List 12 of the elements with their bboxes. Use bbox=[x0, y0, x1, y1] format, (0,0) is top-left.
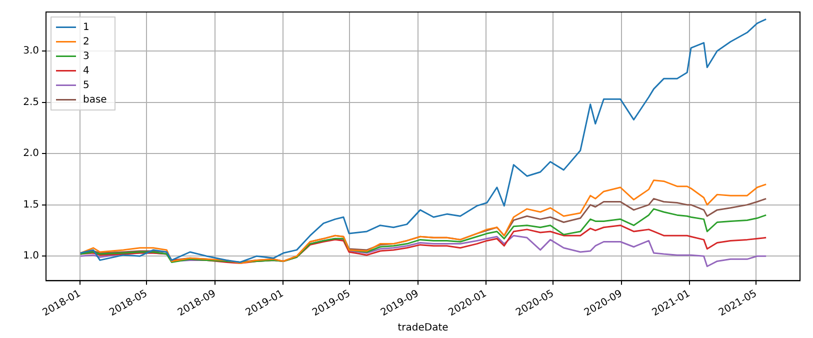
legend-label: base bbox=[83, 94, 107, 106]
legend-label: 3 bbox=[83, 50, 90, 62]
x-axis-title: tradeDate bbox=[398, 322, 448, 334]
legend-label: 2 bbox=[83, 36, 90, 48]
legend-label: 4 bbox=[83, 65, 90, 76]
legend-label: 1 bbox=[83, 22, 90, 33]
y-tick-label: 2.5 bbox=[23, 96, 39, 108]
y-tick-label: 1.5 bbox=[23, 199, 39, 210]
y-tick-label: 1.0 bbox=[23, 250, 39, 262]
y-tick-label: 3.0 bbox=[23, 46, 39, 57]
y-tick-label: 2.0 bbox=[23, 148, 39, 160]
legend-label: 5 bbox=[83, 80, 90, 91]
